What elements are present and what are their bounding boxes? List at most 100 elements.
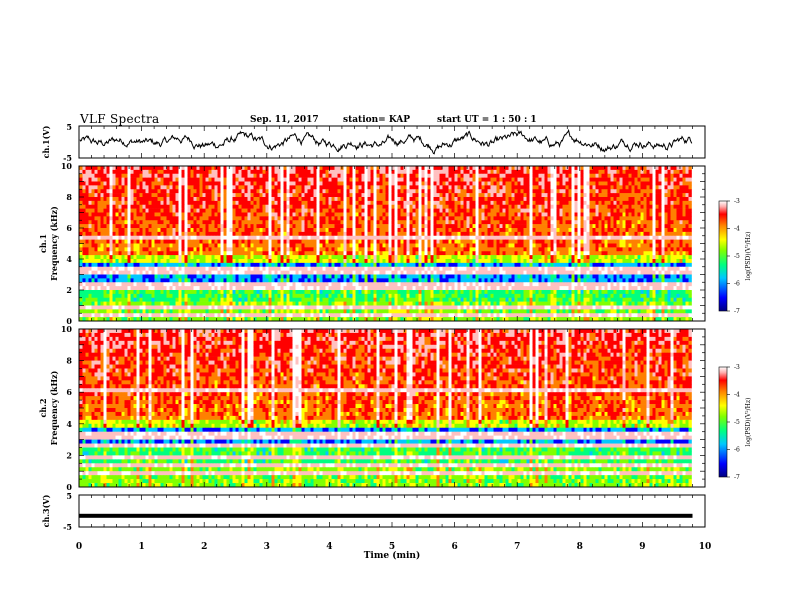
spectrogram-cell (418, 185, 422, 190)
spectrogram-cell (253, 239, 257, 244)
spectrogram-cell (205, 251, 209, 256)
spectrogram-cell (454, 243, 458, 248)
spectrogram-cell (229, 189, 233, 194)
spectrogram-cell (265, 243, 269, 248)
spectrogram-cell (238, 247, 242, 252)
spectrogram-cell (682, 251, 686, 256)
spectrogram-cell (190, 200, 194, 206)
spectrogram-cell (124, 239, 128, 244)
spectrogram-cell (421, 177, 425, 182)
spectrogram-cell (157, 181, 161, 186)
spectrogram-cell (661, 220, 665, 225)
spectrogram-cell (376, 197, 380, 202)
spectrogram-cell (622, 251, 626, 256)
spectrogram-cell (406, 255, 410, 260)
spectrogram-cell (364, 181, 368, 186)
spectrogram-cell (139, 197, 143, 202)
spectrogram-cell (538, 166, 542, 171)
spectrogram-cell (268, 235, 272, 240)
spectrogram-cell (316, 259, 320, 264)
spectrogram-cell (406, 220, 410, 225)
spectrogram-cell (118, 173, 122, 178)
spectrogram-cell (598, 208, 602, 213)
spectrogram-cell (676, 224, 680, 229)
spectrogram-cell (454, 173, 458, 178)
spectrogram-cell (643, 239, 647, 244)
spectrogram-cell (568, 200, 572, 206)
spectrogram-cell (283, 243, 287, 248)
spectrogram-cell (148, 220, 152, 225)
spectrogram-cell (124, 216, 128, 221)
spectrogram-cell (355, 251, 359, 256)
spectrogram-cell (676, 208, 680, 213)
spectrogram-cell (487, 239, 491, 244)
spectrogram-cell (124, 193, 128, 198)
spectrogram-cell (133, 224, 137, 229)
spectrogram-cell (262, 212, 266, 217)
spectrogram-cell (211, 204, 215, 209)
spectrogram-cell (664, 173, 668, 178)
spectrogram-cell (487, 181, 491, 186)
spectrogram-cell (448, 166, 452, 171)
spectrogram-cell (532, 255, 536, 260)
spectrogram-cell (436, 228, 440, 233)
spectrogram-cell (373, 173, 377, 178)
spectrogram-cell (82, 255, 86, 260)
spectrogram-cell (421, 200, 425, 206)
spectrogram-cell (355, 200, 359, 206)
spectrogram-cell (688, 185, 692, 190)
spectrogram-cell (109, 247, 113, 252)
spectrogram-cell (262, 235, 266, 240)
spectrogram-cell (625, 197, 629, 202)
spectrogram-cell (406, 247, 410, 252)
spectrogram-cell (463, 228, 467, 233)
spectrogram-cell (289, 193, 293, 198)
spectrogram-cell (550, 169, 554, 175)
spectrogram-cell (121, 181, 125, 186)
spectrogram-cell (235, 220, 239, 225)
spectrogram-cell (571, 255, 575, 260)
spectrogram-cell (139, 212, 143, 217)
spectrogram-cell (160, 200, 164, 206)
spectrogram-cell (634, 185, 638, 190)
spectrogram-cell (646, 251, 650, 256)
spectrogram-cell (151, 251, 155, 256)
spectrogram-cell (508, 197, 512, 202)
spectrogram-cell (193, 177, 197, 182)
spectrogram-cell (295, 243, 299, 248)
spectrogram-cell (247, 212, 251, 217)
spectrogram-cell (505, 212, 509, 217)
spectrogram-cell (199, 216, 203, 221)
spectrogram-cell (466, 224, 470, 229)
spectrogram-cell (100, 173, 104, 178)
spectrogram-cell (208, 197, 212, 202)
spectrogram-cell (643, 181, 647, 186)
spectrogram-cell (187, 212, 191, 217)
spectrogram-cell (595, 212, 599, 217)
spectrogram-cell (568, 193, 572, 198)
spectrogram-cell (247, 181, 251, 186)
spectrogram-cell (586, 216, 590, 221)
spectrogram-cell (412, 169, 416, 175)
spectrogram-cell (409, 208, 413, 213)
spectrogram-cell (472, 166, 476, 171)
spectrogram-cell (265, 239, 269, 244)
spectrogram-cell (487, 231, 491, 237)
spectrogram-cell (343, 224, 347, 229)
spectrogram-cell (613, 166, 617, 171)
spectrogram-cell (301, 197, 305, 202)
spectrogram-cell (682, 208, 686, 213)
spectrogram-cell (388, 231, 392, 237)
spectrogram-cell (124, 259, 128, 264)
spectrogram-cell (313, 212, 317, 217)
spectrogram-cell (535, 169, 539, 175)
spectrogram-cell (541, 212, 545, 217)
spectrogram-cell (115, 185, 119, 190)
spectrogram-cell (160, 181, 164, 186)
spectrogram-cell (466, 239, 470, 244)
spectrogram-cell (310, 216, 314, 221)
spectrogram-cell (235, 200, 239, 206)
spectrogram-cell (103, 239, 107, 244)
spectrogram-cell (175, 220, 179, 225)
spectrogram-cell (622, 235, 626, 240)
